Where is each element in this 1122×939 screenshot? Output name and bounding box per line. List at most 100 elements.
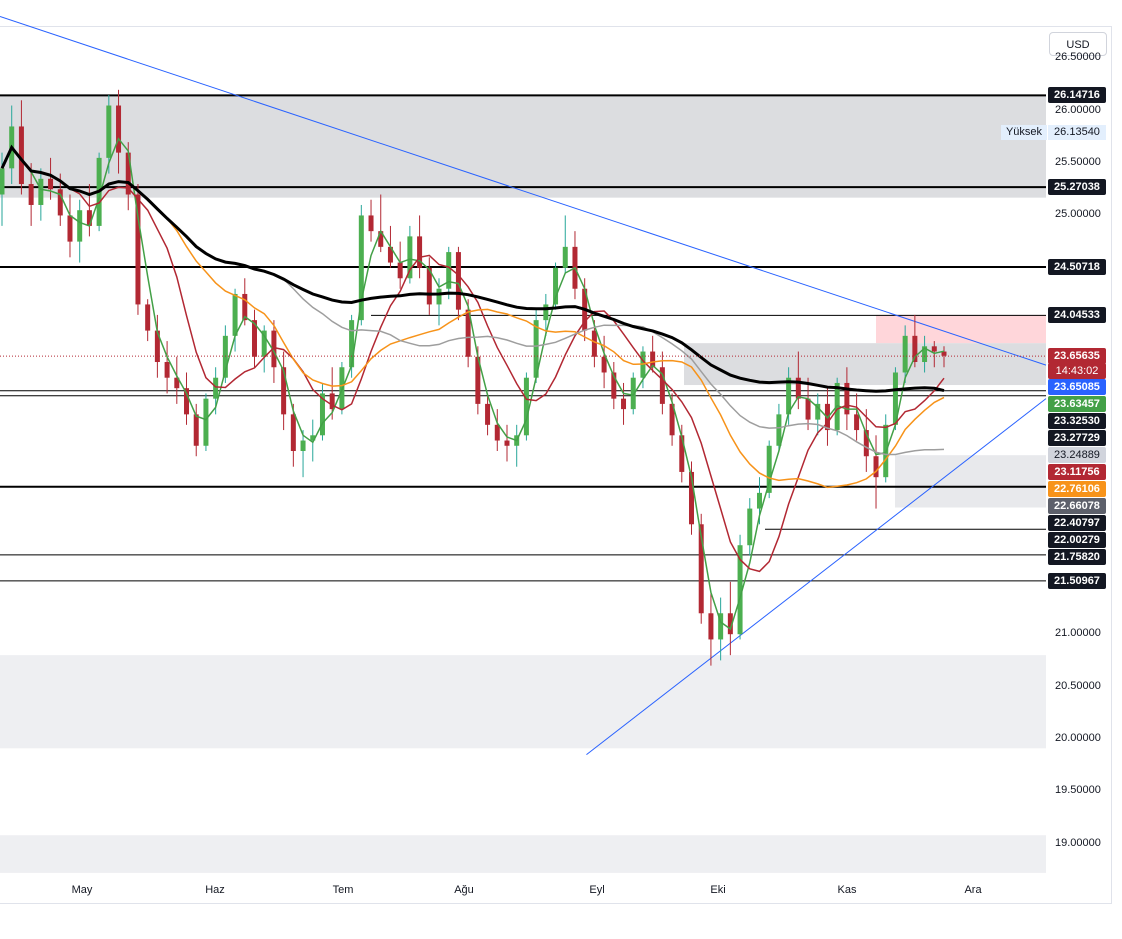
candle-body (854, 414, 860, 431)
candle-body (0, 168, 5, 195)
candle-body (86, 210, 92, 226)
candle-body (727, 613, 733, 635)
candle-body (844, 382, 850, 415)
candle-body (689, 471, 695, 525)
candle-body (718, 613, 724, 640)
ma-orange-line (1, 145, 945, 489)
candle-body (203, 398, 209, 446)
price-tag: 23.11756 (1048, 464, 1106, 481)
candle-body (436, 288, 442, 305)
candle-body (349, 320, 355, 368)
zone-4 (0, 655, 1046, 749)
candle-body (504, 440, 510, 446)
zone-5 (0, 835, 1046, 873)
price-tick: 26.00000 (1055, 103, 1101, 116)
candle-body (261, 330, 267, 357)
candle-body (397, 262, 403, 279)
trend-line (586, 398, 1047, 756)
zone-0 (0, 95, 1046, 198)
time-tick: Eyl (589, 884, 605, 896)
price-tag: 22.00279 (1048, 532, 1106, 549)
candle-body (193, 414, 199, 446)
price-tag: 24.50718 (1048, 259, 1106, 276)
candle-body (523, 377, 529, 436)
price-tag: 23.63457 (1048, 396, 1106, 413)
candle-body (747, 508, 753, 546)
candle-body (455, 252, 461, 310)
price-tag: 22.40797 (1048, 515, 1106, 532)
candle-body (621, 398, 627, 410)
candle-body (48, 178, 54, 190)
candle-body (242, 293, 248, 321)
candle-body (931, 346, 937, 352)
price-tag: 23.24889 (1048, 447, 1106, 464)
candle-body (766, 445, 772, 493)
candle-body (77, 210, 83, 242)
candle-body (902, 335, 908, 373)
price-tick: 19.00000 (1055, 836, 1101, 849)
price-tick: 25.00000 (1055, 208, 1101, 221)
price-tick: 26.50000 (1055, 51, 1101, 64)
candle-body (863, 430, 869, 457)
candle-body (533, 320, 539, 378)
candle-body (300, 440, 306, 451)
time-tick: Ağu (454, 884, 474, 896)
candle-body (679, 435, 685, 472)
high-value: 26.13540 (1048, 125, 1106, 140)
high-label: Yüksek (1001, 125, 1047, 140)
candle-body (417, 236, 423, 268)
ma-black-line (0, 144, 945, 393)
candle-body (135, 194, 141, 305)
candle-body (251, 320, 257, 357)
candle-body (407, 236, 413, 279)
candle-body (184, 388, 190, 415)
countdown-tag: 14:43:02 (1048, 363, 1106, 380)
candle-body (659, 367, 665, 404)
candle-body (213, 377, 219, 399)
candle-body (310, 435, 316, 441)
candle-body (756, 492, 762, 509)
candle-body (145, 304, 151, 331)
price-tag: 21.50967 (1048, 572, 1106, 589)
candle-body (116, 105, 122, 153)
candle-body (281, 367, 287, 415)
candle-body (562, 246, 568, 268)
candle-body (912, 335, 918, 363)
price-tick: 25.50000 (1055, 156, 1101, 169)
candle-body (290, 414, 296, 451)
candle-body (465, 309, 471, 357)
time-tick: Kas (837, 884, 857, 896)
candle-body (708, 613, 714, 640)
price-tag: 24.04533 (1048, 307, 1106, 324)
candle-body (106, 105, 112, 158)
currency-button[interactable]: USD (1049, 32, 1107, 56)
candle-body (387, 246, 393, 263)
candle-body (125, 152, 131, 195)
candle-body (611, 372, 617, 399)
trend-line (0, 16, 1047, 366)
time-tick: Eki (710, 884, 726, 896)
chart-pane[interactable] (0, 26, 1112, 904)
candle-body (601, 356, 607, 373)
candle-body (494, 424, 500, 441)
candle-body (475, 356, 481, 404)
candle-body (446, 252, 452, 289)
price-tag: 26.14716 (1048, 87, 1106, 104)
zone-1 (876, 314, 1046, 344)
candle-body (232, 293, 238, 336)
candle-body (329, 393, 335, 410)
candle-body (815, 403, 821, 420)
candle-body (553, 267, 559, 305)
price-tag: 21.75820 (1048, 549, 1106, 566)
price-tick: 20.00000 (1055, 731, 1101, 744)
candle-body (485, 403, 491, 425)
price-tag: 25.27038 (1048, 179, 1106, 196)
price-tick: 21.00000 (1055, 627, 1101, 640)
candle-body (805, 398, 811, 420)
candle-body (786, 377, 792, 415)
time-tick: May (71, 884, 93, 896)
candle-body (38, 178, 44, 205)
candle-body (591, 330, 597, 357)
candle-body (57, 189, 63, 216)
